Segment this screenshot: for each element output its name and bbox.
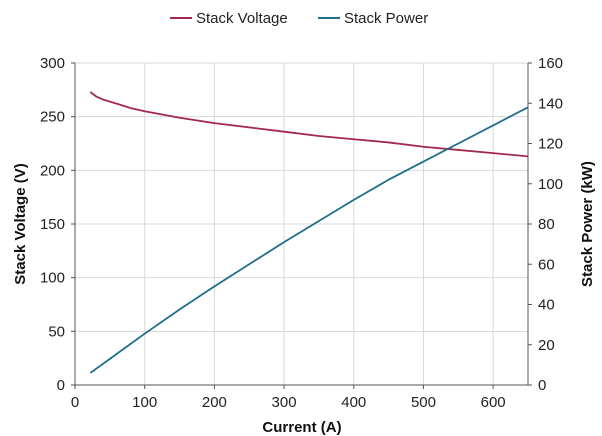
y-axis-title: Stack Voltage (V) <box>12 163 29 284</box>
series-lines <box>89 91 529 374</box>
legend-label-stack-power: Stack Power <box>344 10 428 27</box>
y2-tick-label: 140 <box>538 95 563 112</box>
x-axis-title: Current (A) <box>262 419 341 436</box>
x-tick-label: 0 <box>71 394 79 411</box>
y-tick-label: 250 <box>40 109 65 126</box>
y2-tick-label: 80 <box>538 216 555 233</box>
y-tick-label: 0 <box>57 377 65 394</box>
x-tick-label: 200 <box>202 394 227 411</box>
y-tick-label: 300 <box>40 55 65 72</box>
y-axis-ticks: 0 50 100 150 200 250 300 <box>40 55 75 394</box>
y2-tick-label: 120 <box>538 136 563 153</box>
x-tick-label: 100 <box>132 394 157 411</box>
x-tick-label: 400 <box>341 394 366 411</box>
y-tick-label: 150 <box>40 216 65 233</box>
legend-label-stack-voltage: Stack Voltage <box>196 10 288 27</box>
y2-axis-title: Stack Power (kW) <box>579 161 596 287</box>
x-tick-label: 500 <box>411 394 436 411</box>
series-line-stack-voltage <box>89 91 529 158</box>
x-tick-label: 600 <box>481 394 506 411</box>
legend: Stack Voltage Stack Power <box>170 10 428 27</box>
y-tick-label: 50 <box>48 323 65 340</box>
x-tick-label: 300 <box>272 394 297 411</box>
y-tick-label: 100 <box>40 270 65 287</box>
y2-axis-ticks: 0 20 40 60 80 100 120 140 160 <box>528 55 563 394</box>
y2-tick-label: 0 <box>538 377 546 394</box>
y2-tick-label: 100 <box>538 176 563 193</box>
x-axis-ticks: 0 100 200 300 400 500 600 <box>71 385 506 411</box>
y2-tick-label: 40 <box>538 297 555 314</box>
series-line-stack-power <box>89 106 529 374</box>
y-tick-label: 200 <box>40 162 65 179</box>
y2-tick-label: 160 <box>538 55 563 72</box>
y2-tick-label: 60 <box>538 256 555 273</box>
y2-tick-label: 20 <box>538 337 555 354</box>
